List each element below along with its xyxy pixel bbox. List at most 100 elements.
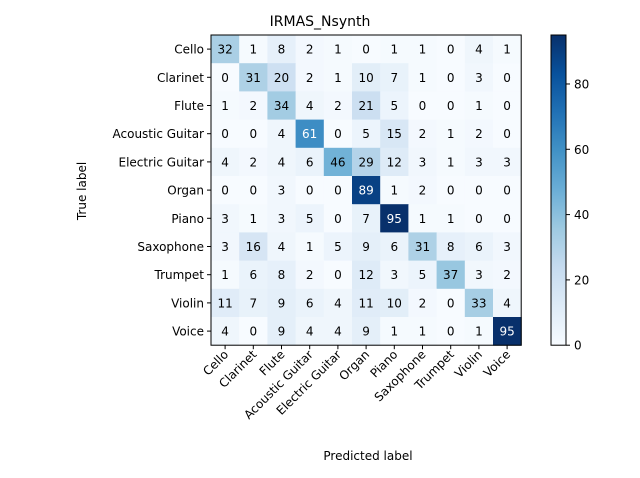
cell-value-label: 3	[278, 184, 286, 198]
cell-value-label: 0	[334, 268, 342, 282]
heatmap-cell	[239, 176, 268, 205]
cell-value-label: 1	[447, 155, 455, 169]
cell-value-label: 3	[390, 268, 398, 282]
cell-value-label: 0	[475, 212, 483, 226]
heatmap-cell	[408, 176, 438, 205]
y-tick-label: Flute	[174, 99, 204, 113]
heatmap-cell	[295, 63, 325, 92]
heatmap-cell	[352, 35, 381, 64]
cell-value-label: 2	[306, 71, 314, 85]
heatmap-cell	[493, 35, 522, 64]
heatmap-cell	[267, 147, 297, 177]
cell-value-label: 6	[249, 268, 257, 282]
heatmap-cell	[267, 63, 297, 92]
cell-value-label: 2	[249, 155, 257, 169]
heatmap-cell	[211, 119, 240, 149]
heatmap-cell	[295, 317, 325, 346]
cell-value-label: 5	[334, 240, 342, 254]
cell-value-label: 95	[387, 212, 402, 226]
cell-value-label: 31	[415, 240, 430, 254]
cell-value-label: 0	[221, 71, 229, 85]
heatmap-cell	[464, 317, 494, 346]
cell-value-label: 0	[447, 99, 455, 113]
cell-value-label: 0	[503, 99, 511, 113]
cell-value-label: 0	[447, 296, 455, 310]
cell-value-label: 0	[447, 325, 455, 339]
cell-value-label: 0	[306, 184, 314, 198]
x-tick-label: Violin	[452, 347, 485, 380]
cell-value-label: 6	[390, 240, 398, 254]
heatmap-cell	[239, 288, 268, 318]
cell-value-label: 0	[447, 184, 455, 198]
cell-value-label: 33	[471, 296, 486, 310]
cell-value-label: 7	[249, 296, 257, 310]
heatmap-cell	[267, 317, 297, 346]
heatmap-cell	[211, 317, 240, 346]
heatmap-cell	[323, 288, 353, 318]
heatmap-cell	[464, 204, 494, 233]
heatmap-cell	[352, 288, 381, 318]
heatmap-cell	[211, 147, 240, 177]
heatmap-cell	[493, 119, 522, 149]
heatmap-cell	[380, 35, 409, 64]
heatmap-cell	[464, 63, 494, 92]
cell-value-label: 4	[475, 43, 483, 57]
cell-value-label: 5	[390, 99, 398, 113]
heatmap-cell	[323, 91, 353, 121]
heatmap-cell	[211, 260, 240, 290]
cell-value-label: 61	[302, 127, 317, 141]
heatmap-cell	[211, 63, 240, 92]
heatmap-cell	[380, 260, 409, 290]
cell-value-label: 4	[221, 325, 229, 339]
cell-value-label: 11	[358, 296, 373, 310]
heatmap-cell	[436, 260, 466, 290]
heatmap-cell	[267, 260, 297, 290]
heatmap-cell	[464, 260, 494, 290]
cell-value-label: 46	[330, 155, 345, 169]
cell-value-label: 1	[447, 127, 455, 141]
cell-value-label: 3	[475, 268, 483, 282]
heatmap-cell	[239, 232, 268, 262]
cell-value-label: 4	[278, 127, 286, 141]
cell-value-label: 0	[221, 127, 229, 141]
heatmap-cell	[408, 119, 438, 149]
heatmap-cell	[239, 119, 268, 149]
cell-value-label: 1	[390, 43, 398, 57]
cell-value-label: 31	[246, 71, 261, 85]
cell-value-label: 9	[362, 325, 370, 339]
heatmap-cell	[493, 204, 522, 233]
heatmap-cell	[408, 91, 438, 121]
heatmap-cell	[380, 119, 409, 149]
x-tick-label: Voice	[481, 347, 513, 379]
cell-value-label: 15	[387, 127, 402, 141]
cell-value-label: 4	[221, 155, 229, 169]
cell-value-label: 0	[503, 127, 511, 141]
heatmap-cell	[323, 317, 353, 346]
cell-value-label: 12	[387, 155, 402, 169]
heatmap-cell	[239, 204, 268, 233]
cell-value-label: 3	[419, 155, 427, 169]
heatmap-cell	[436, 317, 466, 346]
x-tick-label: Organ	[336, 347, 372, 383]
heatmap-cell	[408, 35, 438, 64]
heatmap-cell	[436, 288, 466, 318]
cell-value-label: 0	[447, 43, 455, 57]
cell-value-label: 2	[419, 127, 427, 141]
heatmap-cell	[352, 119, 381, 149]
cell-value-label: 6	[306, 155, 314, 169]
y-tick-label: Piano	[171, 212, 204, 226]
cell-value-label: 2	[503, 268, 511, 282]
cell-value-label: 1	[221, 99, 229, 113]
heatmap-cell	[295, 232, 325, 262]
cell-value-label: 10	[387, 296, 402, 310]
cell-value-label: 9	[362, 240, 370, 254]
heatmap-cell	[323, 176, 353, 205]
cell-value-label: 1	[249, 43, 257, 57]
cell-value-label: 5	[419, 268, 427, 282]
heatmap-cell	[267, 204, 297, 233]
cell-value-label: 11	[217, 296, 232, 310]
cell-value-label: 7	[362, 212, 370, 226]
heatmap-cell	[211, 232, 240, 262]
cell-value-label: 0	[249, 325, 257, 339]
